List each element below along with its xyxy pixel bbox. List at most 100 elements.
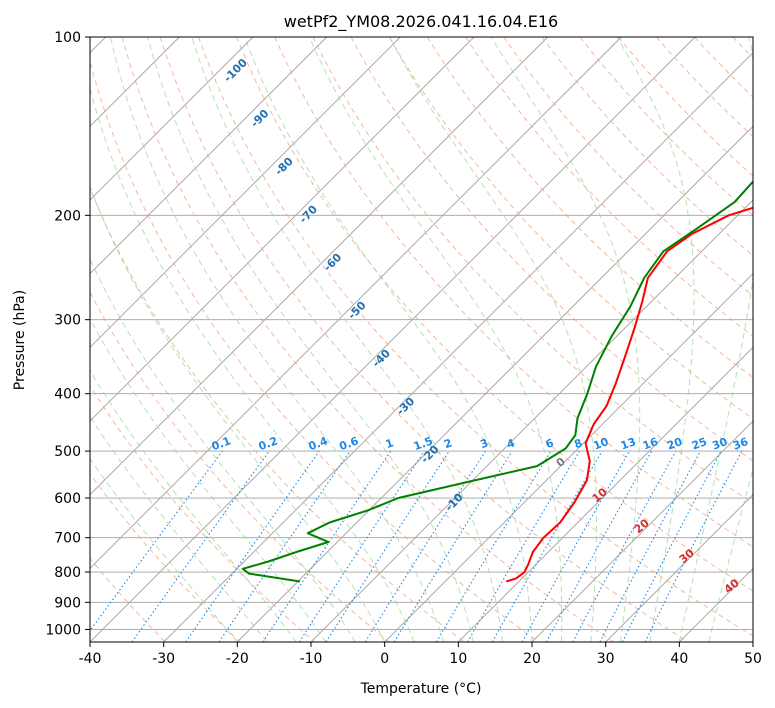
mixing-ratio-label: 0.2	[257, 434, 280, 453]
x-tick-label: 30	[597, 651, 615, 667]
moist-adiabat-line	[90, 86, 415, 642]
mixing-ratio-line	[572, 450, 677, 642]
dry-adiabat-label: -60	[321, 251, 344, 274]
moist-adiabat-line	[90, 415, 268, 642]
mixing-ratio-line	[262, 450, 392, 642]
mixing-ratio-label: 0.1	[210, 434, 233, 453]
y-axis-title: Pressure (hPa)	[12, 290, 28, 390]
dry-adiabat-line	[90, 472, 241, 642]
dry-adiabat-line	[198, 37, 753, 637]
mixing-ratio-line	[545, 450, 653, 642]
dry-adiabat-line	[771, 37, 775, 643]
isotherm-line	[90, 37, 696, 642]
isotherm-line	[90, 37, 548, 496]
dry-adiabat-line	[388, 37, 753, 420]
x-tick-label: -10	[300, 651, 323, 667]
dry-adiabat-label: -50	[345, 299, 368, 322]
dry-adiabat-line	[121, 37, 615, 642]
isotherm-line	[90, 37, 327, 275]
moist-adiabat-line	[109, 37, 445, 642]
mixing-ratio-label: 3	[478, 436, 490, 451]
moist-adiabat-line	[191, 37, 503, 642]
isotherm-line	[384, 273, 753, 642]
dry-adiabat-line	[90, 291, 391, 642]
moist-adiabat-label: 0	[554, 455, 568, 470]
mixing-ratio-label: 10	[592, 435, 611, 453]
mixing-ratio-line	[218, 450, 351, 642]
moist-adiabat-line	[147, 37, 474, 642]
mixing-ratio-line	[325, 450, 450, 642]
mixing-ratio-line	[644, 450, 743, 642]
y-tick-label: 300	[54, 313, 81, 329]
plot-frame	[89, 36, 754, 643]
moist-adiabat-line	[389, 37, 597, 642]
dry-adiabat-line	[312, 37, 753, 505]
isotherm-line	[90, 37, 475, 422]
mixing-ratio-label: 36	[731, 435, 750, 453]
dry-adiabat-label: -70	[297, 203, 320, 226]
moist-adiabat-line	[244, 37, 533, 642]
dry-adiabat-line	[732, 37, 753, 59]
y-tick-label: 100	[54, 30, 81, 46]
y-tick-label: 400	[54, 387, 81, 403]
y-tick-label: 800	[54, 565, 81, 581]
y-tick-label: 200	[54, 208, 81, 224]
isotherm-line	[90, 37, 254, 201]
mixing-ratio-line	[131, 450, 270, 642]
mixing-ratio-line	[298, 450, 425, 642]
moist-adiabat-label: 10	[590, 485, 610, 505]
mixing-ratio-line	[364, 450, 486, 642]
mixing-ratio-label: 4	[505, 436, 517, 451]
dry-adiabat-line	[465, 37, 753, 338]
dry-adiabat-line	[617, 37, 753, 177]
dry-adiabat-line	[236, 37, 753, 592]
isotherm-line	[531, 420, 753, 642]
y-tick-label: 500	[54, 444, 81, 460]
mixing-ratio-label: 8	[572, 436, 584, 451]
isotherm-line	[310, 199, 753, 642]
dry-adiabat-label: -30	[394, 394, 417, 417]
x-tick-label: 50	[744, 651, 762, 667]
isotherm-line	[90, 37, 622, 569]
mixing-ratio-line	[599, 450, 701, 642]
mixing-ratio-label: 1.5	[412, 434, 435, 453]
dry-adiabat-line	[90, 59, 540, 642]
isotherm-line	[605, 494, 753, 642]
dry-adiabat-line	[541, 37, 753, 257]
mixing-ratio-label: 16	[641, 435, 660, 453]
mixing-ratio-label: 1	[384, 436, 396, 451]
x-tick-label: -20	[226, 651, 249, 667]
moist-adiabat-line	[90, 369, 297, 642]
isotherm-line	[752, 641, 753, 642]
moist-adiabat-line	[490, 37, 641, 642]
mixing-ratio-label: 25	[690, 435, 709, 452]
mixing-ratio-line	[467, 450, 580, 642]
x-axis-title: Temperature (°C)	[360, 681, 482, 697]
moist-adiabat-line	[678, 37, 753, 642]
x-tick-label: 10	[449, 651, 467, 667]
mixing-ratio-line	[435, 450, 552, 642]
y-tick-label: 900	[54, 595, 81, 611]
dry-adiabat-label: -80	[273, 155, 296, 178]
dry-adiabat-line	[90, 186, 465, 642]
isotherm-line	[90, 37, 401, 348]
dry-adiabat-line	[90, 384, 316, 642]
mixing-ratio-label: 0.4	[307, 434, 330, 453]
dry-adiabat-label: -40	[370, 347, 393, 370]
dewpoint-profile-line	[241, 180, 753, 583]
chart-title: wetPf2_YM08.2026.041.16.04.E16	[284, 12, 558, 32]
y-tick-label: 600	[54, 491, 81, 507]
moist-adiabat-line	[616, 37, 695, 642]
x-tick-label: -30	[152, 651, 175, 667]
x-tick-label: 40	[670, 651, 688, 667]
mixing-ratio-line	[90, 450, 223, 632]
moist-adiabat-line	[90, 257, 356, 642]
dry-adiabat-line	[350, 37, 753, 462]
dry-adiabat-line	[503, 37, 753, 297]
moist-adiabat-line	[90, 317, 327, 642]
mixing-ratio-line	[521, 450, 630, 642]
x-tick-label: -40	[79, 651, 102, 667]
dry-adiabat-label: -10	[443, 490, 466, 513]
dry-adiabat-line	[656, 37, 753, 138]
isotherm-line	[237, 125, 753, 642]
